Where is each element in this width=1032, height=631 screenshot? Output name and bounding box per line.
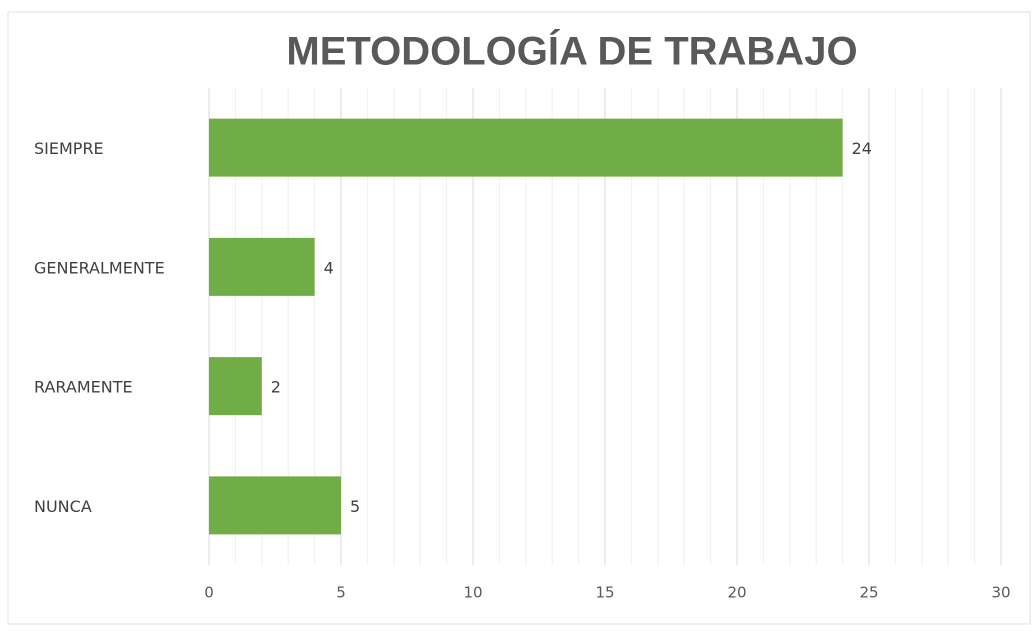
data-label: 24	[852, 139, 872, 158]
x-tick-label: 0	[204, 584, 214, 602]
x-tick-label: 30	[991, 584, 1010, 602]
data-label: 5	[350, 497, 360, 516]
y-tick-label: RARAMENTE	[34, 378, 133, 397]
y-tick-label: GENERALMENTE	[34, 258, 165, 277]
y-tick-label: NUNCA	[34, 497, 92, 516]
y-tick-label: SIEMPRE	[34, 139, 104, 158]
x-tick-label: 10	[463, 584, 482, 602]
x-tick-label: 5	[336, 584, 346, 602]
chart-title: METODOLOGÍA DE TRABAJO	[286, 29, 857, 74]
x-tick-label: 25	[859, 584, 878, 602]
x-tick-label: 20	[727, 584, 746, 602]
bar	[209, 237, 315, 296]
bar	[209, 357, 262, 416]
chart-border	[7, 11, 1031, 625]
x-tick-label: 15	[595, 584, 614, 602]
data-label: 4	[324, 258, 334, 277]
bar	[209, 118, 843, 177]
data-label: 2	[271, 378, 281, 397]
bar	[209, 476, 341, 535]
